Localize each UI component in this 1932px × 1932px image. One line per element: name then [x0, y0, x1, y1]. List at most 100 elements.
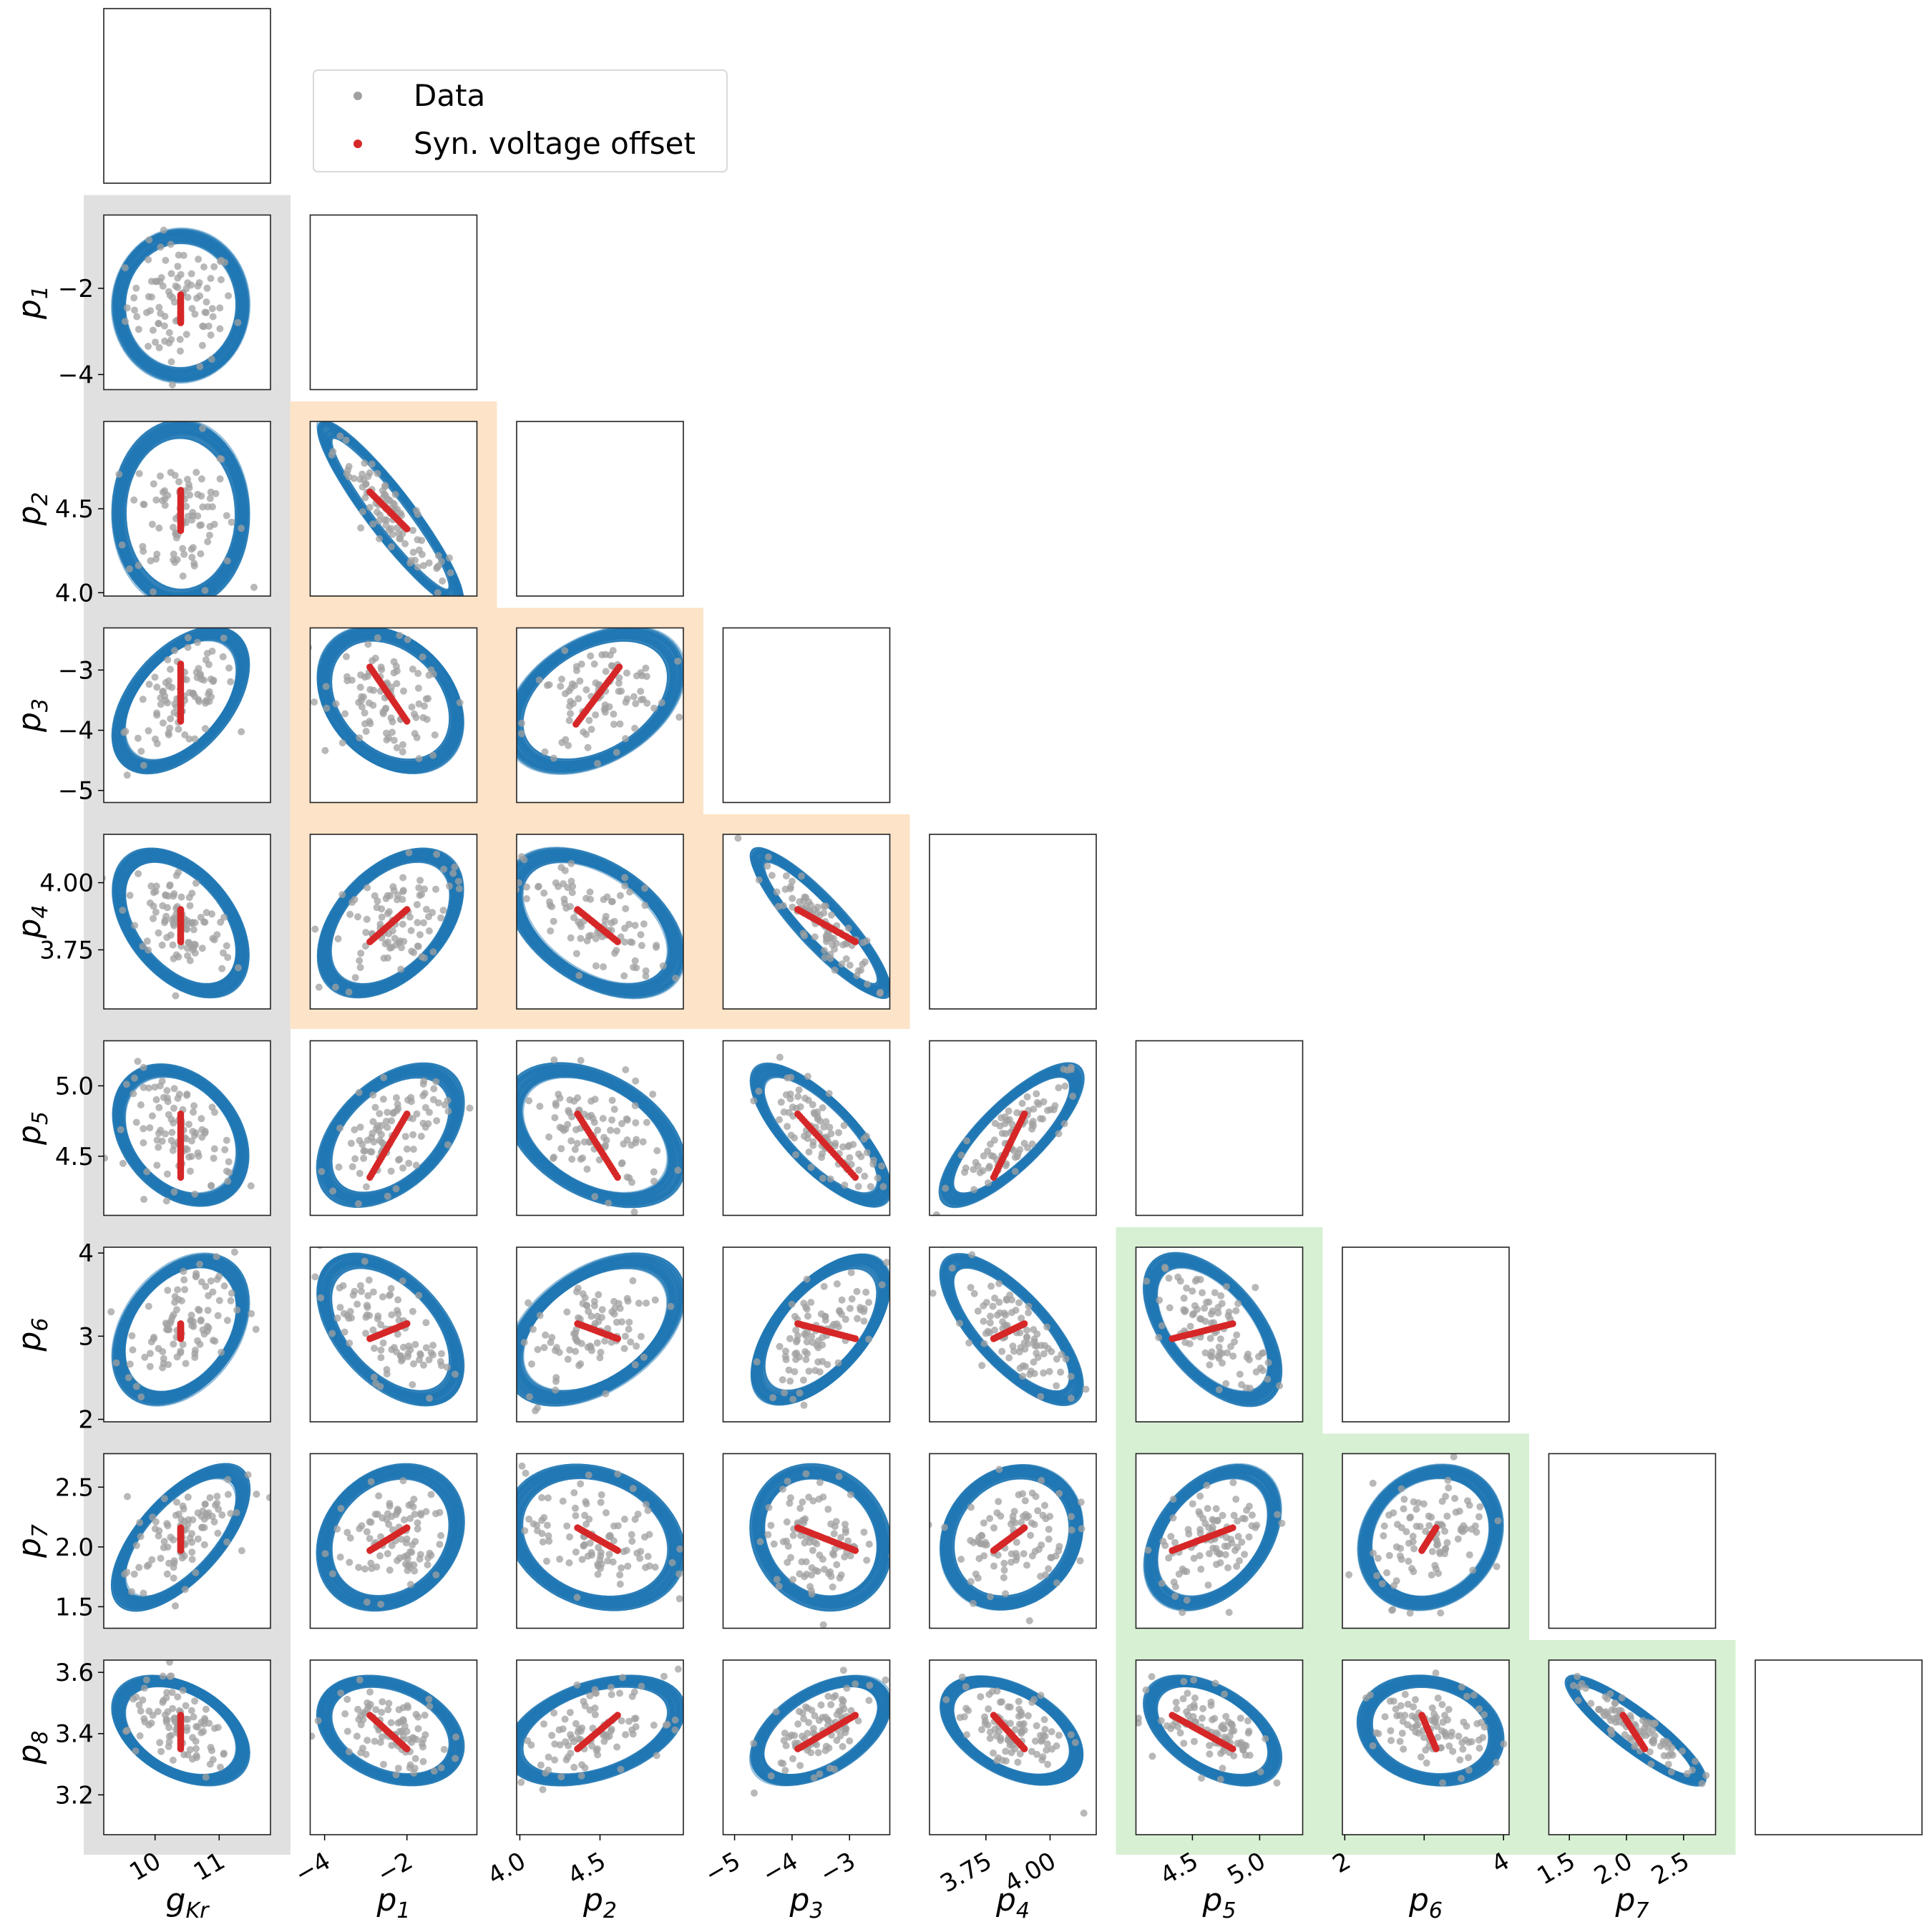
data-point [149, 1513, 157, 1521]
data-point [394, 1765, 402, 1772]
data-point [374, 897, 381, 905]
data-point [794, 1093, 802, 1101]
data-point [183, 1727, 191, 1735]
data-point [838, 960, 846, 968]
panel-plot-area [517, 628, 683, 775]
data-point [816, 1770, 824, 1778]
data-point [163, 1170, 171, 1178]
data-point [182, 331, 190, 338]
data-point [571, 681, 578, 689]
panel-p8-vs-p7 [1548, 1659, 1717, 1835]
data-point [355, 698, 363, 706]
data-point [779, 1760, 787, 1767]
data-point [384, 954, 391, 962]
data-point [415, 884, 423, 892]
data-point [807, 1749, 815, 1757]
data-point [1257, 1364, 1264, 1372]
data-point [391, 491, 399, 499]
data-point [201, 725, 209, 733]
data-point [364, 884, 371, 892]
data-point [1209, 1716, 1216, 1724]
data-point [1028, 1699, 1036, 1707]
data-point [839, 1143, 847, 1151]
data-point [172, 1306, 180, 1314]
data-point [126, 1360, 134, 1368]
data-point [152, 887, 160, 895]
data-point [825, 1090, 833, 1098]
data-point [419, 1736, 427, 1744]
panel-plot-area [517, 1252, 698, 1415]
data-point [1000, 1566, 1008, 1574]
data-point [1392, 1543, 1400, 1551]
data-point [819, 1493, 827, 1501]
data-point [605, 1199, 613, 1207]
data-point [366, 720, 374, 728]
credible-ellipse [1143, 1252, 1283, 1407]
data-point [962, 1683, 970, 1691]
data-point [119, 907, 127, 914]
data-point [170, 550, 177, 558]
data-point [214, 1312, 222, 1319]
data-point [200, 1541, 208, 1548]
data-point [1216, 1775, 1224, 1783]
x-axis-label: p2 [582, 1882, 617, 1923]
data-point [1606, 1690, 1614, 1697]
data-point [631, 1102, 639, 1110]
data-point [143, 1562, 151, 1570]
data-point [1144, 1546, 1152, 1554]
data-point [796, 1570, 804, 1578]
data-point [227, 678, 235, 686]
panel-plot-area [1136, 1673, 1283, 1787]
data-point [369, 657, 376, 665]
data-point [1241, 1515, 1249, 1523]
data-point [986, 1515, 994, 1523]
data-point [167, 665, 174, 673]
data-point [340, 1309, 348, 1317]
data-point [131, 922, 139, 930]
data-point [175, 251, 182, 259]
data-point [1207, 1310, 1215, 1318]
data-point [820, 1282, 828, 1290]
data-point [362, 1330, 370, 1337]
data-point [763, 862, 771, 870]
data-point [420, 1361, 427, 1369]
data-point [616, 720, 624, 728]
data-point [523, 895, 530, 902]
data-point [821, 1566, 828, 1574]
data-point [1611, 1699, 1619, 1707]
data-point [379, 708, 387, 716]
data-point [1190, 1309, 1198, 1317]
data-point [422, 1344, 430, 1352]
data-point [691, 1346, 698, 1353]
data-point [366, 504, 374, 512]
data-point [525, 1393, 533, 1400]
data-point [189, 512, 197, 519]
data-point [161, 1711, 169, 1719]
panel-p6-vs-p5 [1135, 1246, 1304, 1423]
data-point [152, 882, 160, 890]
data-point [420, 919, 427, 927]
data-point [1273, 1779, 1281, 1787]
data-point [311, 925, 319, 933]
data-point [195, 279, 203, 287]
data-point [137, 1533, 145, 1541]
data-point [422, 1319, 430, 1327]
data-point [438, 1362, 445, 1370]
x-axis-label: p3 [789, 1882, 823, 1923]
data-point [452, 1733, 460, 1741]
data-point [1428, 1548, 1436, 1556]
data-point [1039, 1511, 1047, 1519]
data-point [161, 487, 169, 494]
data-point [811, 1712, 819, 1719]
data-point [348, 1163, 356, 1171]
data-point [1667, 1768, 1675, 1776]
data-point [198, 945, 206, 952]
data-point [191, 1354, 199, 1361]
data-point [556, 1555, 564, 1563]
panel-plot-area [1564, 1672, 1710, 1787]
data-point [580, 1138, 588, 1146]
data-point [517, 1778, 525, 1786]
data-point [369, 1091, 377, 1099]
data-point [439, 907, 447, 914]
data-point [197, 1115, 205, 1123]
